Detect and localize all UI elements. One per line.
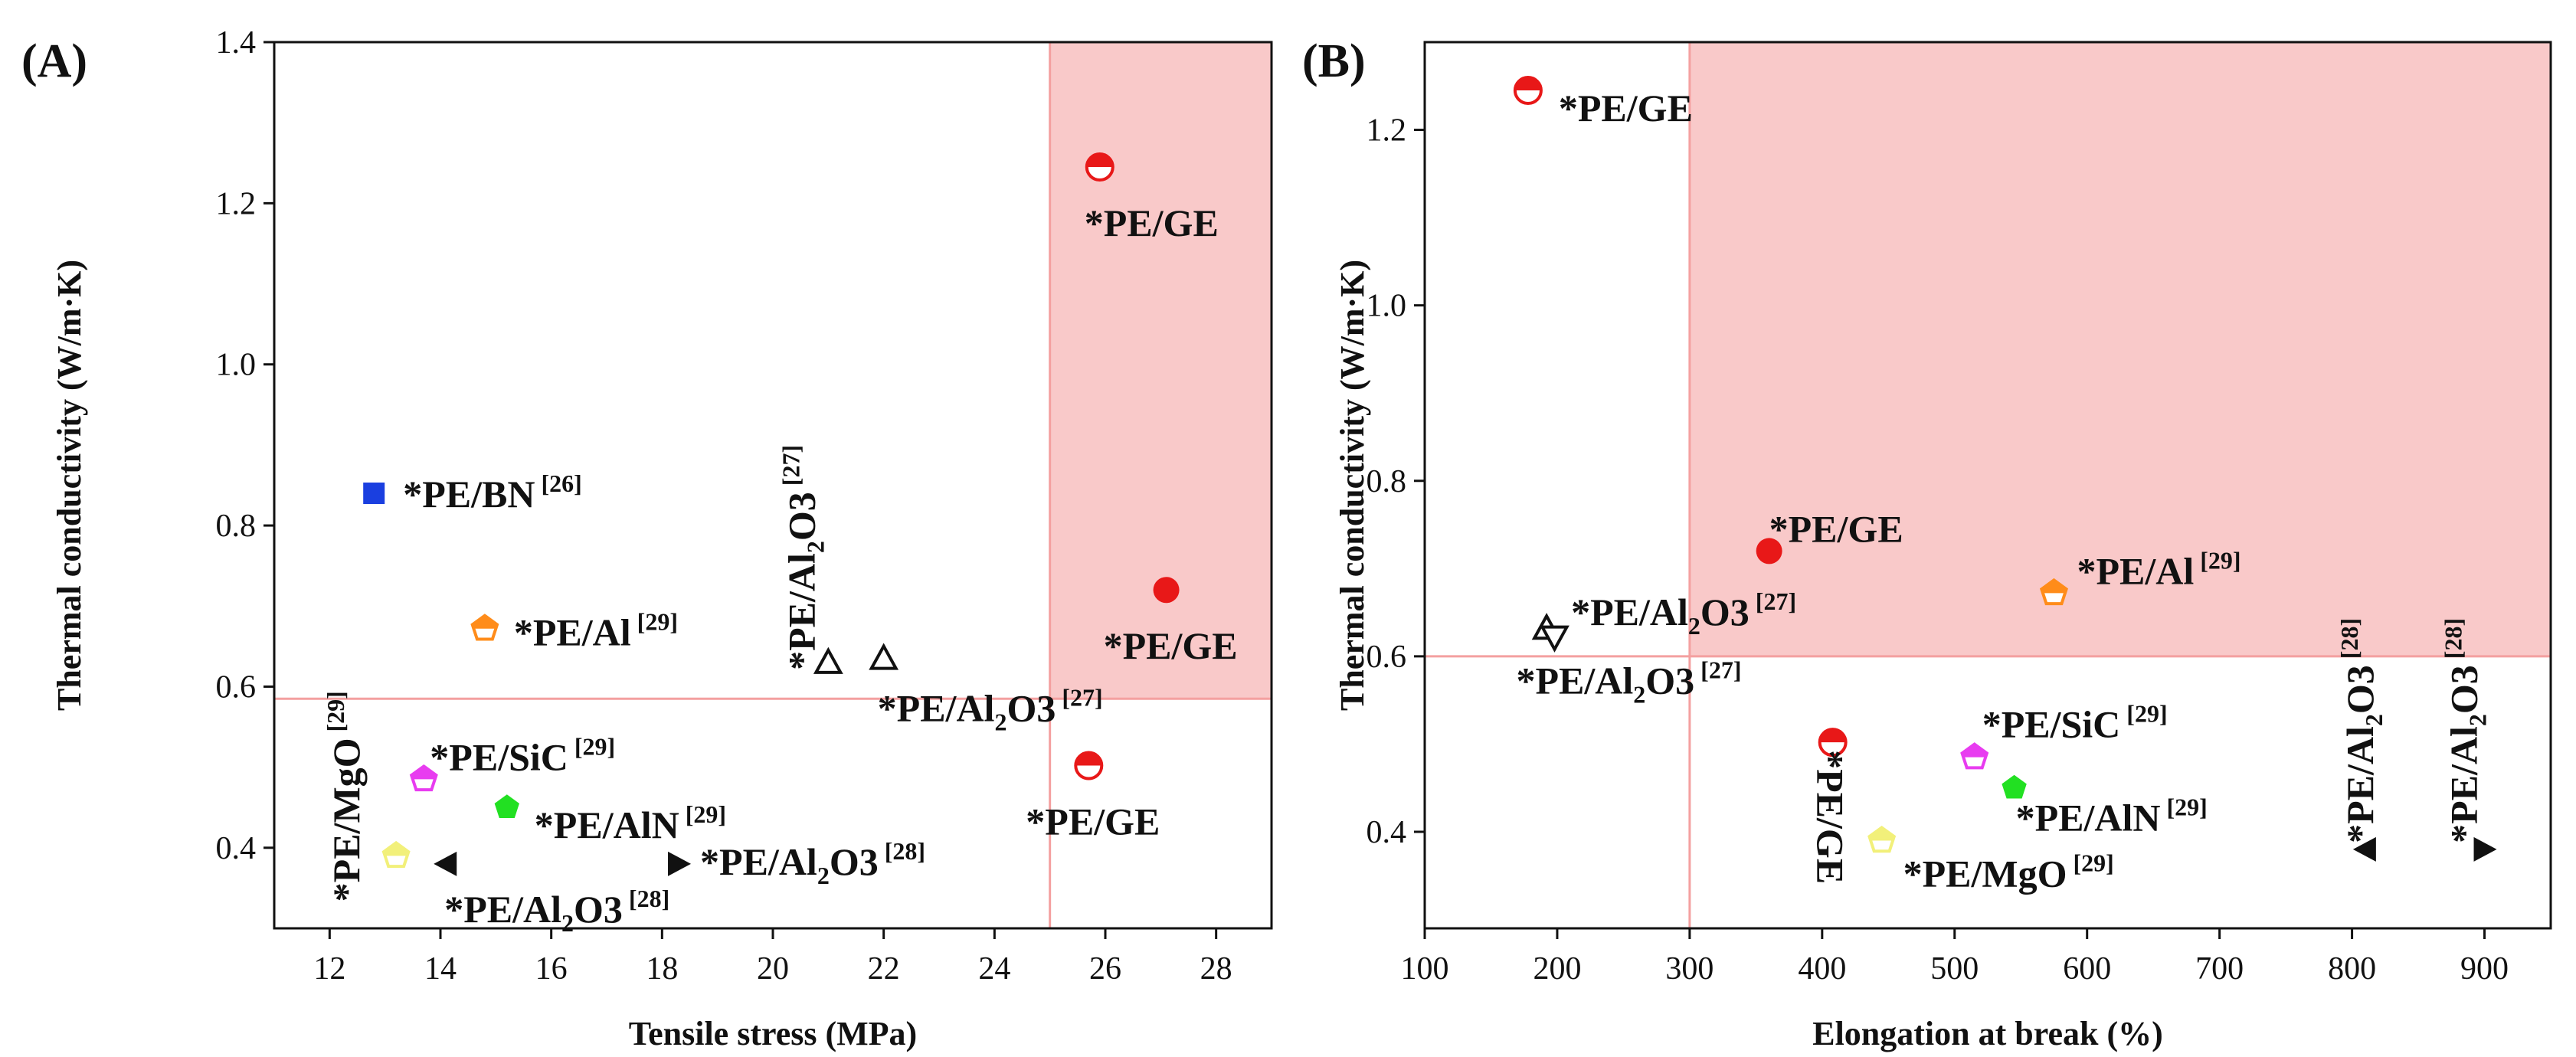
x-tick-label: 18 — [646, 951, 678, 987]
data-label: *PE/GE — [1085, 201, 1219, 244]
y-tick-label: 1.2 — [1367, 113, 1407, 149]
data-point-pe-ge — [1513, 76, 1543, 106]
data-label: *PE/GE — [1809, 750, 1852, 884]
data-point-pe-ge — [1756, 538, 1782, 564]
y-tick-label: 1.0 — [216, 348, 257, 383]
data-point-pe-mgo — [1867, 825, 1897, 853]
data-label: *PE/GE — [1026, 800, 1160, 843]
x-tick-label: 900 — [2460, 951, 2509, 987]
x-tick-label: 14 — [424, 951, 457, 987]
x-tick-label: 12 — [313, 951, 345, 987]
data-point-pe-bn — [363, 483, 385, 505]
data-label: *PE/AlN [29] — [2016, 794, 2208, 839]
data-point-pe-ge — [1074, 751, 1104, 780]
data-label: *PE/Al2O3[28] — [700, 837, 925, 889]
data-point-pe-ge — [1818, 728, 1848, 758]
data-point-pe-al2o3 — [869, 643, 899, 670]
data-label: *PE/Al2O3[28] — [2335, 618, 2388, 843]
x-tick-label: 300 — [1665, 951, 1714, 987]
data-point-pe-sic — [1960, 742, 1989, 770]
data-point-pe-al2o3 — [1540, 625, 1569, 653]
y-tick-label: 0.6 — [1367, 640, 1407, 675]
data-point-pe-al2o3 — [813, 646, 843, 674]
data-point-pe-al2o3 — [2473, 836, 2497, 862]
y-axis-label: Thermal conductivity (W/m·K) — [1334, 260, 1371, 711]
data-label: *PE/GE — [1769, 507, 1903, 550]
y-axis-label: Thermal conductivity (W/m·K) — [51, 260, 88, 711]
data-label: *PE/Al2O3[28] — [444, 885, 669, 937]
data-label: *PE/BN [26] — [403, 470, 582, 515]
data-label: *PE/MgO[29] — [322, 691, 368, 902]
x-tick-label: 200 — [1533, 951, 1581, 987]
x-tick-label: 28 — [1200, 951, 1232, 987]
x-tick-label: 800 — [2328, 951, 2376, 987]
chart-panel-b: 100 200 300 400 500 600 700 800 900 0.4 0.6 0.8 1.0 1… — [1302, 35, 2552, 1052]
plot-frame — [1423, 41, 2552, 930]
data-label: *PE/GE — [1104, 624, 1238, 667]
chart-panel-a: 12 14 16 18 20 22 24 26 28 0.4 0.6 0.8 1.0 1.2 1.4 Tens… — [21, 25, 1273, 1052]
y-tick-label: 1.0 — [1367, 289, 1407, 324]
data-label: *PE/Al2O3[27] — [777, 445, 829, 670]
data-point-pe-al — [470, 614, 499, 641]
data-point-pe-al — [2039, 578, 2068, 606]
y-tick-label: 0.4 — [1367, 815, 1407, 850]
x-tick-label: 600 — [2063, 951, 2111, 987]
panel-label: (A) — [21, 35, 87, 87]
y-tick-label: 0.8 — [216, 509, 257, 544]
data-label: *PE/Al2O3[27] — [1571, 587, 1796, 640]
x-tick-label: 26 — [1089, 951, 1121, 987]
x-tick-label: 20 — [757, 951, 789, 987]
x-axis-label: Elongation at break (%) — [1812, 1015, 2163, 1052]
data-point-pe-al2o3 — [668, 851, 692, 876]
data-label: *PE/Al2O3[27] — [878, 684, 1103, 736]
data-point-pe-al2o3 — [434, 851, 457, 876]
y-tick-label: 0.6 — [216, 669, 257, 705]
x-tick-label: 22 — [868, 951, 900, 987]
x-axis-label: Tensile stress (MPa) — [629, 1015, 917, 1052]
panel-label: (B) — [1302, 35, 1366, 87]
data-label: *PE/Al [29] — [2077, 546, 2240, 592]
data-point-pe-aln — [494, 794, 519, 818]
y-tick-label: 1.4 — [216, 25, 257, 61]
data-point-pe-sic — [409, 764, 438, 792]
x-tick-label: 400 — [1798, 951, 1846, 987]
data-label: *PE/MgO[29] — [1903, 849, 2114, 895]
data-label: *PE/Al2O3[27] — [1516, 656, 1741, 708]
x-tick-label: 100 — [1401, 951, 1449, 987]
y-tick-label: 1.2 — [216, 186, 257, 221]
x-tick-label: 500 — [1930, 951, 1979, 987]
data-label: *PE/Al [29] — [514, 608, 678, 654]
data-point-pe-al2o3 — [2352, 836, 2376, 862]
data-point-pe-mgo — [381, 840, 411, 869]
y-tick-label: 0.4 — [216, 831, 257, 866]
x-tick-label: 16 — [535, 951, 568, 987]
data-point-pe-aln — [2002, 774, 2027, 799]
data-label: *PE/SiC [29] — [1982, 700, 2168, 746]
data-label: *PE/AlN [29] — [535, 800, 726, 846]
data-point-pe-ge — [1085, 152, 1115, 182]
data-label: *PE/Al2O3[28] — [2440, 618, 2492, 843]
data-label: *PE/GE — [1559, 87, 1693, 129]
x-tick-label: 24 — [978, 951, 1010, 987]
x-tick-label: 700 — [2195, 951, 2244, 987]
highlight-region — [1689, 42, 2551, 656]
y-tick-label: 0.8 — [1367, 464, 1407, 499]
data-point-pe-ge — [1153, 577, 1180, 604]
data-label: *PE/SiC [29] — [430, 732, 615, 778]
